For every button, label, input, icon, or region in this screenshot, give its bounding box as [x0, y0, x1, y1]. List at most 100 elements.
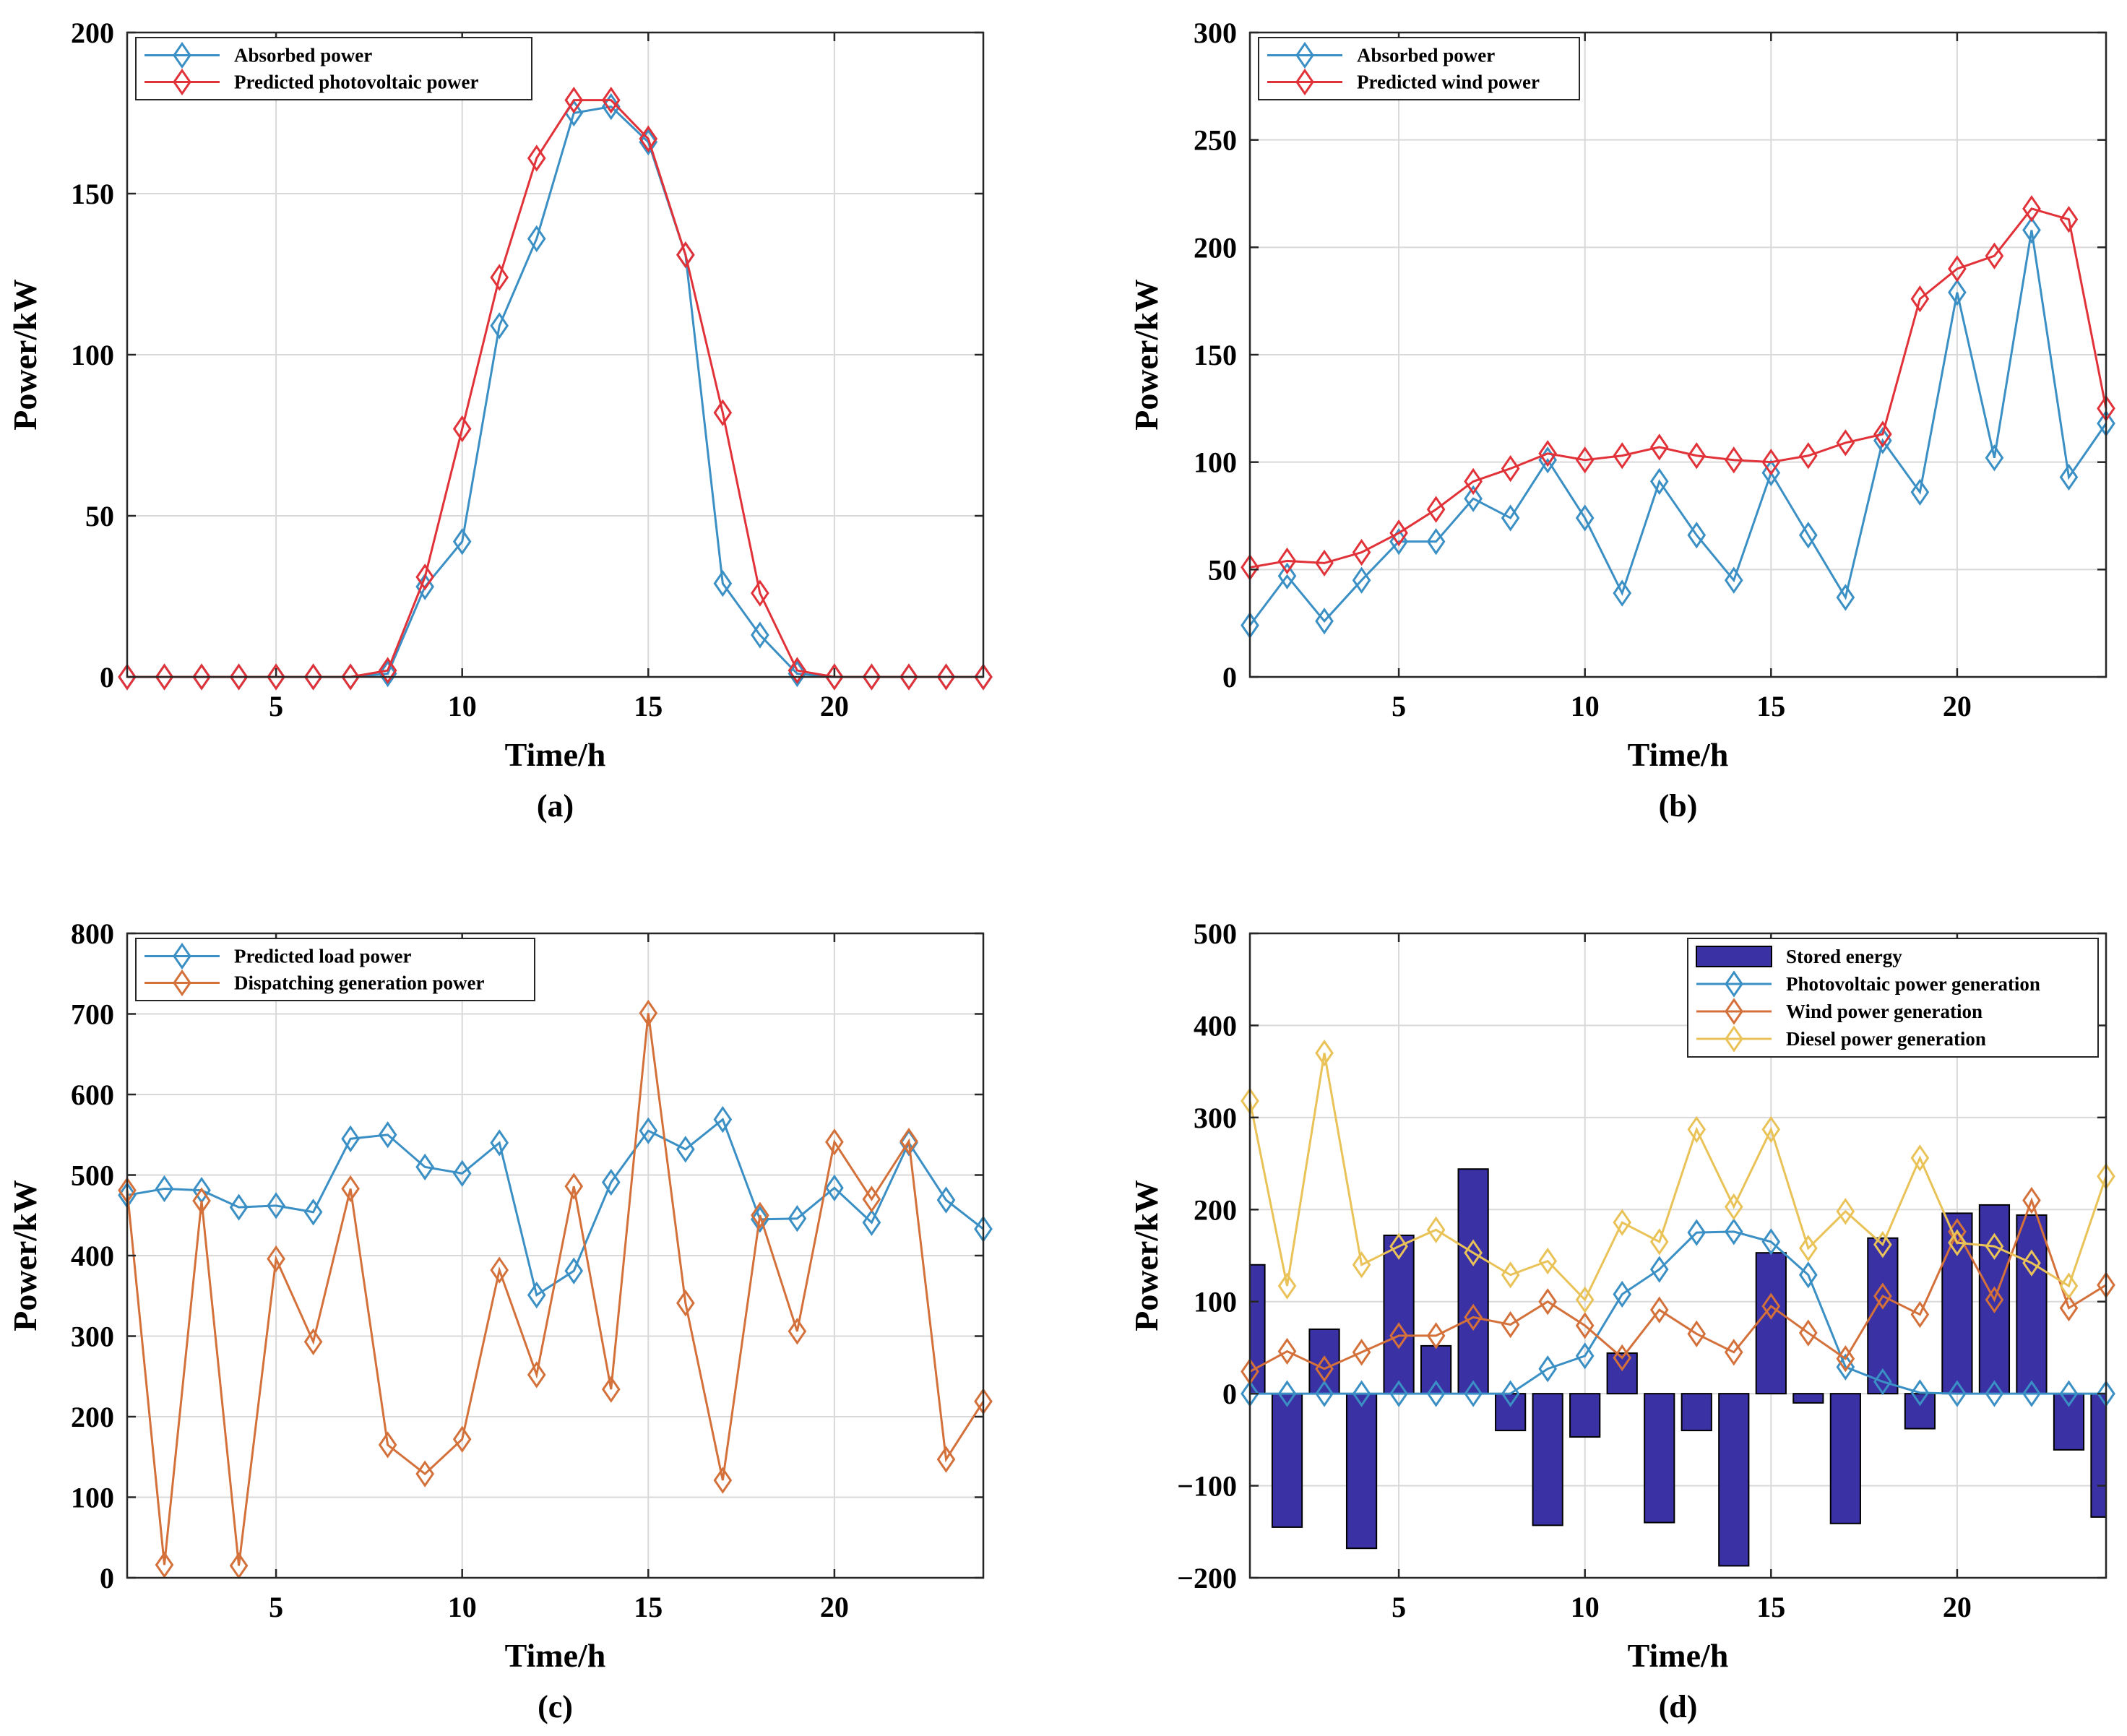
data-point: [899, 1128, 918, 1155]
y-tick-label: 800: [71, 917, 114, 950]
data-point: [1836, 1198, 1855, 1225]
data-point: [639, 128, 658, 156]
x-tick-label: 15: [634, 1591, 663, 1623]
data-point: [1799, 1235, 1818, 1262]
panel-caption: (a): [537, 788, 574, 824]
data-point: [267, 1245, 285, 1273]
legend-label: Photovoltaic power generation: [1786, 973, 2040, 995]
data-point: [1910, 1379, 1930, 1407]
data-point: [1464, 1380, 1483, 1407]
y-tick-label: −200: [1177, 1562, 1237, 1594]
data-point: [1501, 454, 1520, 483]
data-point: [490, 312, 509, 340]
data-point: [2022, 1249, 2041, 1277]
data-point: [1315, 608, 1334, 635]
data-point: [1873, 1231, 1892, 1258]
legend-label: Predicted wind power: [1357, 72, 1540, 93]
data-point: [267, 1192, 285, 1219]
y-axis-label: Power/kW: [7, 279, 43, 431]
data-point: [1910, 285, 1930, 313]
legend-entry: Wind power generation: [1696, 998, 1983, 1025]
x-axis-label: Time/h: [1628, 1637, 1729, 1674]
data-point: [1873, 420, 1892, 448]
series-line: [126, 1013, 985, 1566]
legend-entry: Predicted load power: [144, 942, 411, 970]
data-point: [303, 1328, 323, 1355]
y-tick-label: 0: [100, 1562, 114, 1594]
data-point: [1724, 1193, 1743, 1221]
data-point: [899, 663, 918, 691]
data-point: [1761, 459, 1781, 487]
data-point: [378, 657, 397, 684]
legend-swatch-bar: [1696, 946, 1772, 967]
x-axis-label: Time/h: [505, 736, 606, 773]
legend: Predicted load power Dispatching generati…: [135, 938, 535, 1001]
data-point: [1948, 1380, 1967, 1407]
data-point: [2022, 216, 2041, 244]
series-2: [118, 999, 993, 1579]
y-tick-label: 0: [100, 661, 114, 694]
data-point: [1687, 1320, 1707, 1347]
data-point: [1613, 1344, 1632, 1372]
x-tick-label: 20: [820, 690, 849, 722]
legend-entry: Photovoltaic power generation: [1696, 970, 2040, 998]
data-point: [1464, 467, 1483, 496]
series-2: [1241, 195, 2115, 582]
bar-stored-energy: [2016, 1214, 2048, 1395]
data-point: [676, 1136, 695, 1163]
legend-swatch-marker: [1725, 1025, 1743, 1053]
data-point: [564, 1173, 584, 1200]
data-point: [788, 657, 807, 684]
data-point: [1687, 1219, 1707, 1246]
data-point: [1352, 566, 1371, 594]
data-point: [303, 663, 323, 691]
data-point: [601, 1376, 621, 1403]
data-point: [1761, 449, 1781, 476]
data-point: [1649, 1256, 1669, 1283]
y-tick-label: 100: [71, 1482, 114, 1514]
data-point: [1352, 1339, 1371, 1366]
legend-box: [135, 938, 535, 1001]
data-point: [862, 663, 881, 691]
y-axis-label: Power/kW: [7, 1180, 43, 1331]
bar-stored-energy: [1271, 1393, 1303, 1528]
legend-swatch-marker: [173, 41, 191, 69]
data-point: [1315, 1380, 1334, 1407]
data-point: [1985, 1286, 2004, 1313]
legend-swatch-marker: [173, 942, 191, 970]
data-point: [415, 1460, 434, 1487]
data-point: [2059, 206, 2079, 233]
data-point: [378, 1431, 397, 1459]
y-tick-label: 600: [71, 1079, 114, 1111]
panel-d: 5 10 15 20 −200 −100 0 100 200 300 400 500 Time/h Pow…: [1128, 917, 2115, 1724]
data-point: [452, 528, 472, 556]
data-point: [1948, 279, 1967, 306]
x-axis-label: Time/h: [505, 1637, 606, 1674]
data-point: [601, 87, 621, 114]
data-point: [415, 573, 434, 600]
data-point: [862, 1186, 881, 1213]
data-point: [1836, 1345, 1855, 1373]
data-point: [1315, 1355, 1334, 1383]
data-point: [639, 999, 658, 1027]
y-tick-label: 150: [71, 178, 114, 210]
data-point: [1687, 1115, 1707, 1144]
data-point: [936, 663, 956, 691]
x-tick-label: 15: [634, 690, 663, 722]
data-point: [751, 1201, 769, 1229]
data-point: [527, 144, 546, 172]
panel-caption: (d): [1659, 1689, 1698, 1724]
data-point: [1575, 1286, 1595, 1313]
ticks: 5 10 15 20 −200 −100 0 100 200 300 400 500: [1177, 917, 2106, 1623]
data-point: [1538, 1247, 1557, 1275]
data-point: [936, 1446, 956, 1473]
x-tick-label: 10: [448, 1591, 477, 1623]
data-point: [1575, 1342, 1595, 1370]
data-point: [1575, 1312, 1595, 1339]
y-axis-label: Power/kW: [1128, 1180, 1165, 1331]
y-tick-label: 300: [1194, 17, 1237, 49]
data-point: [155, 663, 174, 691]
y-tick-label: 400: [1194, 1009, 1237, 1042]
y-tick-label: 200: [1194, 231, 1237, 264]
